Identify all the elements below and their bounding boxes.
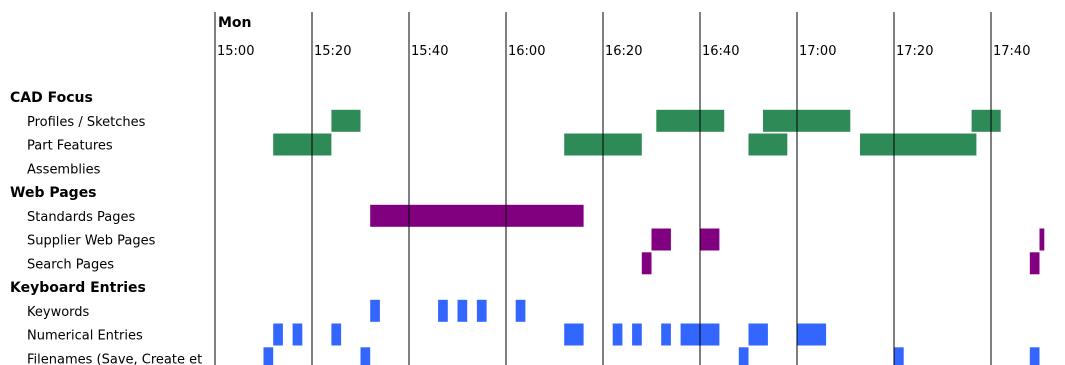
tick-label: 15:00 <box>217 44 254 59</box>
activity-bar <box>476 299 487 322</box>
activity-bar <box>641 252 652 275</box>
row-label: Numerical Entries <box>27 329 143 344</box>
activity-bar <box>797 323 827 346</box>
activity-bar <box>331 109 361 132</box>
row-label: Assemblies <box>27 162 101 177</box>
group-label: Web Pages <box>10 185 97 201</box>
tick-label: 16:00 <box>508 44 545 59</box>
activity-bar <box>612 323 623 346</box>
activity-bar <box>661 323 671 346</box>
tick-label: 16:20 <box>605 44 642 59</box>
activity-bars <box>263 109 1045 365</box>
activity-bar <box>860 133 977 156</box>
group-label: CAD Focus <box>10 90 93 106</box>
row-label: Filenames (Save, Create et <box>27 352 202 365</box>
activity-bar <box>515 299 526 322</box>
activity-bar <box>292 323 303 346</box>
row-label: Standards Pages <box>27 210 136 225</box>
tick-label: 15:20 <box>314 44 351 59</box>
time-axis: Mon 15:00 15:20 15:40 16:00 16:20 16:40 17:00 1… <box>214 12 1030 365</box>
activity-bar <box>263 347 274 365</box>
day-label: Mon <box>218 15 252 31</box>
activity-bar <box>656 109 725 132</box>
activity-bar <box>273 323 283 346</box>
activity-bar <box>894 347 904 365</box>
activity-bar <box>564 323 584 346</box>
activity-bar <box>438 299 448 322</box>
activity-bar <box>331 323 342 346</box>
tick-label: 16:40 <box>702 44 739 59</box>
activity-bar <box>748 133 788 156</box>
group-label: Keyboard Entries <box>10 280 146 296</box>
activity-bar <box>1029 252 1040 275</box>
row-labels: CAD Focus Profiles / Sketches Part Feature… <box>10 90 202 365</box>
activity-bar <box>370 299 380 322</box>
row-label: Keywords <box>27 305 90 320</box>
activity-bar <box>360 347 371 365</box>
tick-label: 17:20 <box>896 44 933 59</box>
activity-bar <box>370 204 584 227</box>
row-label: Supplier Web Pages <box>27 234 156 249</box>
activity-bar <box>738 347 749 365</box>
tick-label: 15:40 <box>411 44 448 59</box>
row-label: Part Features <box>27 139 113 154</box>
activity-bar <box>1029 347 1040 365</box>
activity-bar <box>748 323 768 346</box>
activity-bar <box>763 109 851 132</box>
activity-bar <box>273 133 332 156</box>
activity-bar <box>700 228 720 251</box>
row-label: Profiles / Sketches <box>27 115 146 130</box>
row-label: Search Pages <box>27 257 114 272</box>
activity-bar <box>971 109 1001 132</box>
tick-label: 17:40 <box>993 44 1030 59</box>
activity-bar <box>651 228 671 251</box>
activity-bar <box>632 323 642 346</box>
activity-bar <box>457 299 468 322</box>
activity-bar <box>1039 228 1045 251</box>
tick-label: 17:00 <box>799 44 836 59</box>
